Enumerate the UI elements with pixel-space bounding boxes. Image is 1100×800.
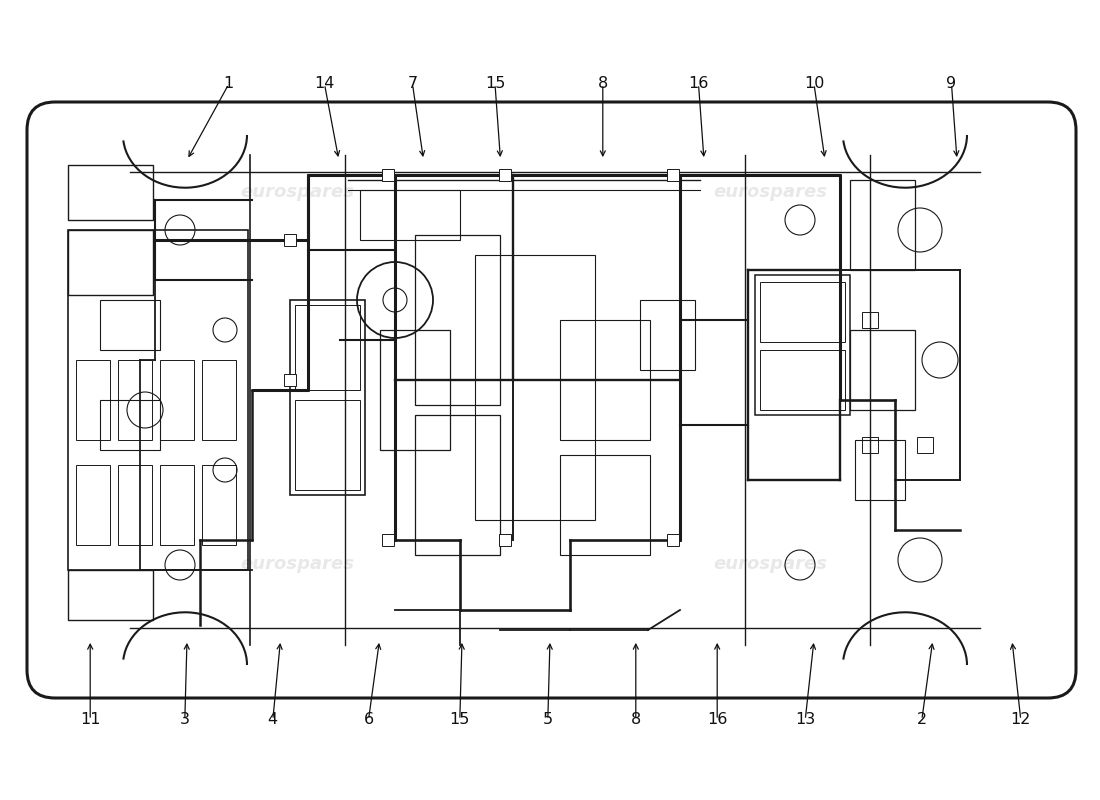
Bar xyxy=(295,305,360,390)
Text: 7: 7 xyxy=(407,77,418,91)
Bar xyxy=(360,190,460,240)
Bar xyxy=(76,360,110,440)
Bar xyxy=(118,465,152,545)
Text: eurospares: eurospares xyxy=(713,183,827,201)
Text: eurospares: eurospares xyxy=(713,555,827,573)
Bar xyxy=(379,330,450,450)
Bar xyxy=(760,350,845,410)
Bar xyxy=(499,169,512,181)
Text: 8: 8 xyxy=(597,77,608,91)
Text: 14: 14 xyxy=(315,77,334,91)
Text: 15: 15 xyxy=(450,713,470,727)
Text: 4: 4 xyxy=(267,713,278,727)
Bar xyxy=(499,534,512,546)
Bar xyxy=(68,230,248,570)
Bar xyxy=(667,534,679,546)
Bar xyxy=(202,360,236,440)
Bar xyxy=(667,169,679,181)
Bar xyxy=(560,455,650,555)
Bar xyxy=(76,465,110,545)
Bar xyxy=(917,437,933,453)
Text: 2: 2 xyxy=(916,713,927,727)
Bar xyxy=(100,300,160,350)
Text: 16: 16 xyxy=(689,77,708,91)
Text: 15: 15 xyxy=(485,77,505,91)
Bar xyxy=(68,570,153,620)
Bar xyxy=(382,534,394,546)
Bar xyxy=(415,235,500,405)
Bar xyxy=(290,300,365,495)
Bar xyxy=(415,415,500,555)
Bar xyxy=(640,300,695,370)
Bar xyxy=(284,374,296,386)
Text: 1: 1 xyxy=(223,77,234,91)
Bar xyxy=(760,282,845,342)
Bar xyxy=(862,437,878,453)
Bar xyxy=(382,169,394,181)
Text: 16: 16 xyxy=(707,713,727,727)
Bar xyxy=(755,275,850,415)
Bar xyxy=(295,400,360,490)
Text: eurospares: eurospares xyxy=(240,183,354,201)
Bar xyxy=(475,255,595,520)
Bar xyxy=(862,312,878,328)
Bar xyxy=(100,400,160,450)
Bar xyxy=(68,230,153,295)
Text: 3: 3 xyxy=(179,713,190,727)
Text: 6: 6 xyxy=(363,713,374,727)
Text: 11: 11 xyxy=(80,713,100,727)
Bar xyxy=(118,360,152,440)
Text: 8: 8 xyxy=(630,713,641,727)
Text: eurospares: eurospares xyxy=(240,555,354,573)
Bar xyxy=(284,234,296,246)
Bar xyxy=(560,320,650,440)
Text: 5: 5 xyxy=(542,713,553,727)
Bar xyxy=(160,360,194,440)
Text: 10: 10 xyxy=(804,77,824,91)
Text: 13: 13 xyxy=(795,713,815,727)
Bar xyxy=(68,165,153,220)
Bar xyxy=(850,180,915,270)
Bar xyxy=(202,465,236,545)
Bar xyxy=(850,330,915,410)
Bar xyxy=(855,440,905,500)
Bar xyxy=(160,465,194,545)
Text: 12: 12 xyxy=(1011,713,1031,727)
Text: 9: 9 xyxy=(946,77,957,91)
